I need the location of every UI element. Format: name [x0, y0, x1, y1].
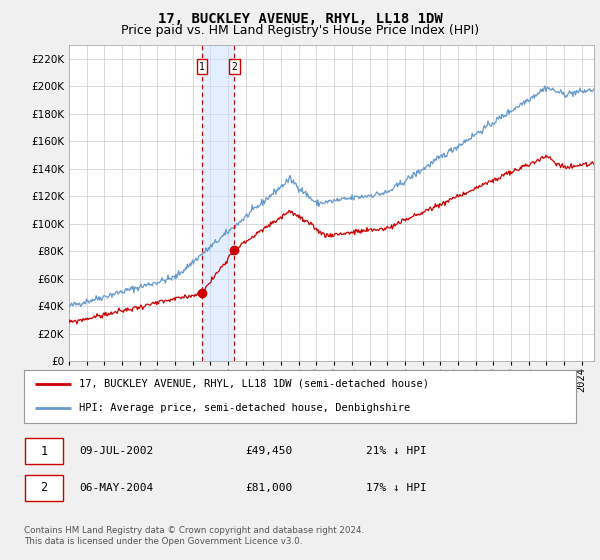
Text: 17, BUCKLEY AVENUE, RHYL, LL18 1DW (semi-detached house): 17, BUCKLEY AVENUE, RHYL, LL18 1DW (semi…	[79, 379, 429, 389]
Text: 2: 2	[232, 62, 237, 72]
Text: 2: 2	[40, 481, 47, 494]
FancyBboxPatch shape	[25, 438, 62, 464]
Text: £81,000: £81,000	[245, 483, 292, 493]
Bar	[202, 45, 234, 361]
Text: 06-MAY-2004: 06-MAY-2004	[79, 483, 154, 493]
FancyBboxPatch shape	[25, 475, 62, 501]
Text: 21% ↓ HPI: 21% ↓ HPI	[366, 446, 427, 456]
Text: 09-JUL-2002: 09-JUL-2002	[79, 446, 154, 456]
Text: Contains HM Land Registry data © Crown copyright and database right 2024.
This d: Contains HM Land Registry data © Crown c…	[24, 526, 364, 546]
Text: 17% ↓ HPI: 17% ↓ HPI	[366, 483, 427, 493]
Text: £49,450: £49,450	[245, 446, 292, 456]
Text: Price paid vs. HM Land Registry's House Price Index (HPI): Price paid vs. HM Land Registry's House …	[121, 24, 479, 36]
Text: 1: 1	[199, 62, 205, 72]
Text: HPI: Average price, semi-detached house, Denbighshire: HPI: Average price, semi-detached house,…	[79, 403, 410, 413]
Text: 1: 1	[40, 445, 47, 458]
Text: 17, BUCKLEY AVENUE, RHYL, LL18 1DW: 17, BUCKLEY AVENUE, RHYL, LL18 1DW	[158, 12, 442, 26]
